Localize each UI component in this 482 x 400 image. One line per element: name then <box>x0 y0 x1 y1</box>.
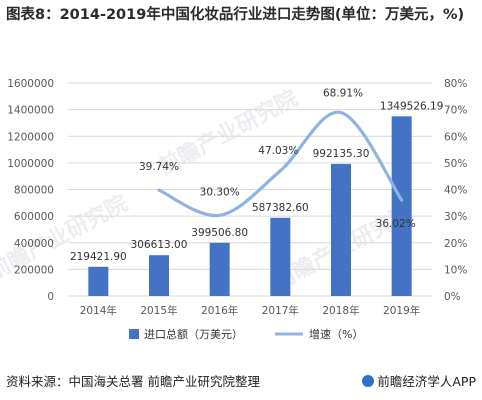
brand-name: 前瞻经济学人APP <box>377 374 476 389</box>
y-right-tick-label: 20% <box>444 238 467 250</box>
y-right-tick-label: 0% <box>444 291 461 303</box>
bar-value-label: 1349526.19 <box>380 100 443 112</box>
x-tick-label: 2019年 <box>383 304 420 317</box>
x-tick-label: 2014年 <box>80 304 117 317</box>
y-left-tick-label: 1000000 <box>7 158 54 170</box>
source-note: 资料来源：中国海关总署 前瞻产业研究院整理 <box>6 374 260 389</box>
y-left-tick-label: 1400000 <box>7 105 54 117</box>
bar-value-label: 219421.90 <box>70 251 127 263</box>
x-tick-label: 2017年 <box>262 304 299 317</box>
bar-value-label: 992135.30 <box>313 148 370 160</box>
y-left-tick-label: 200000 <box>14 264 54 276</box>
bar <box>88 266 109 296</box>
y-right-tick-label: 50% <box>444 158 467 170</box>
y-left-tick-label: 600000 <box>14 211 54 223</box>
y-right-tick-label: 40% <box>444 185 467 197</box>
footer: 资料来源：中国海关总署 前瞻产业研究院整理 前瞻经济学人APP <box>6 369 476 391</box>
bar-value-label: 306613.00 <box>131 239 188 251</box>
growth-value-label: 30.30% <box>200 186 240 198</box>
y-right-tick-label: 30% <box>444 211 467 223</box>
y-right-tick-label: 70% <box>444 105 467 117</box>
brand-label: 前瞻经济学人APP <box>362 371 476 390</box>
chart-area: 0 200000 400000 600000 800000 1000000 1200000 1… <box>7 78 467 341</box>
legend-bar-swatch <box>129 329 139 339</box>
growth-value-label: 39.74% <box>139 161 179 173</box>
y-left-tick-label: 400000 <box>14 238 54 250</box>
y-left-tick-label: 0 <box>47 291 54 303</box>
legend-bar-label: 进口总额（万美元） <box>144 327 243 341</box>
legend-line-label: 增速（%） <box>309 327 363 341</box>
y-right-tick-label: 60% <box>444 131 467 143</box>
y-left-tick-label: 800000 <box>14 185 54 197</box>
y-right-tick-label: 10% <box>444 264 467 276</box>
y-left-tick-label: 1200000 <box>7 131 54 143</box>
growth-line <box>157 110 404 218</box>
x-tick-label: 2016年 <box>201 304 238 317</box>
bar <box>331 163 351 296</box>
bar <box>209 242 230 296</box>
bar <box>149 255 169 296</box>
y-left-tick-label: 1600000 <box>7 78 54 90</box>
y-right-tick-label: 80% <box>444 78 467 90</box>
growth-value-label: 36.02% <box>376 218 416 230</box>
x-tick-label: 2018年 <box>322 304 359 317</box>
bar-value-label: 587382.60 <box>252 202 309 214</box>
growth-value-label: 47.03% <box>258 145 298 157</box>
brand-logo-icon <box>362 375 375 387</box>
bar <box>270 217 291 296</box>
bar <box>391 116 412 296</box>
bar-value-label: 399506.80 <box>191 227 248 239</box>
x-tick-label: 2015年 <box>140 304 177 317</box>
growth-value-label: 68.91% <box>323 88 363 100</box>
chart-title: 图表8：2014-2019年中国化妆品行业进口走势图(单位：万美元，%) <box>6 7 465 23</box>
